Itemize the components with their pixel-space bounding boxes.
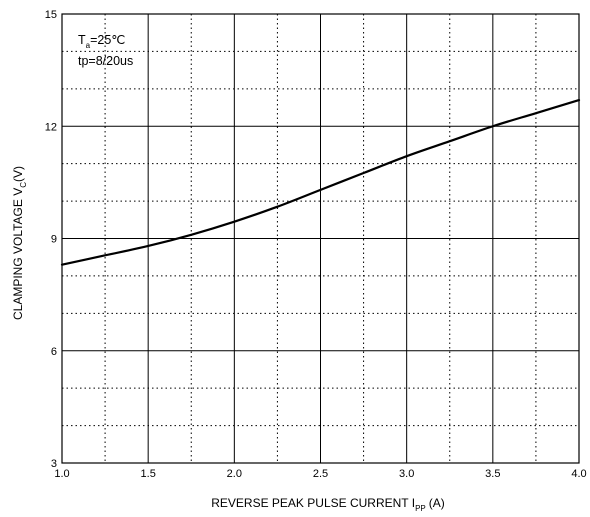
y-tick-label: 9 <box>51 234 57 246</box>
x-tick-labels: 1.0 1.5 2.0 2.5 3.0 3.5 4.0 <box>54 468 586 480</box>
x-tick-label: 1.5 <box>141 468 156 480</box>
y-tick-label: 3 <box>51 458 57 470</box>
y-tick-label: 12 <box>45 121 57 133</box>
y-axis-label: CLAMPING VOLTAGE VC(V) <box>11 166 28 320</box>
annotation-pulse: tp=8/20us <box>78 54 133 68</box>
grid-major <box>61 13 580 464</box>
x-tick-label: 2.5 <box>313 468 328 480</box>
x-tick-label: 4.0 <box>571 468 586 480</box>
x-axis-label: REVERSE PEAK PULSE CURRENT IPP (A) <box>211 496 445 513</box>
series-line <box>60 98 581 266</box>
y-tick-label: 6 <box>51 346 57 358</box>
plot-frame <box>61 13 580 464</box>
x-tick-label: 1.0 <box>54 468 69 480</box>
x-tick-label: 2.0 <box>227 468 242 480</box>
x-tick-label: 3.0 <box>399 468 414 480</box>
y-tick-labels: 3 6 9 12 15 <box>45 9 57 470</box>
x-tick-label: 3.5 <box>485 468 500 480</box>
y-tick-label: 15 <box>45 9 57 21</box>
annotation-temperature: Ta=25℃ <box>78 33 125 50</box>
